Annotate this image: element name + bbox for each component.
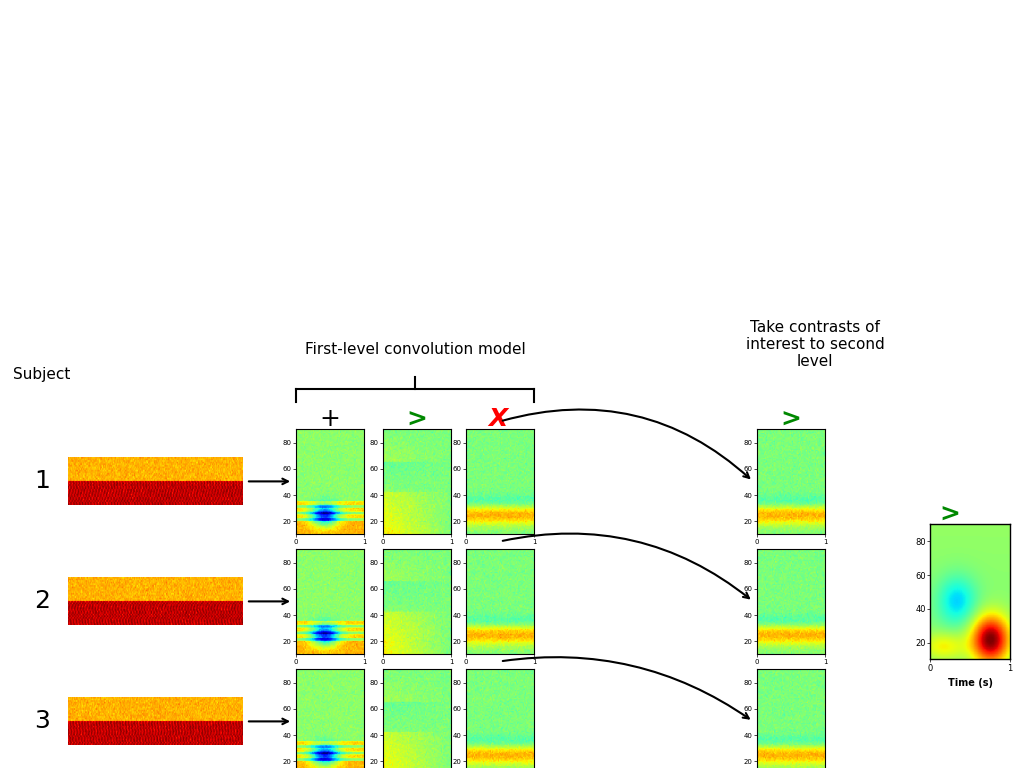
Text: >: > [780, 407, 802, 432]
Text: First-level convolution model: First-level convolution model [304, 342, 525, 357]
Text: 1: 1 [34, 469, 50, 493]
Text: 3: 3 [34, 710, 50, 733]
Text: 2: 2 [34, 589, 50, 614]
Text: X: X [488, 407, 508, 432]
X-axis label: Time (s): Time (s) [947, 678, 992, 688]
Text: +: + [319, 407, 340, 432]
Text: Subject: Subject [13, 367, 71, 382]
Text: Take contrasts of
interest to second
level: Take contrasts of interest to second lev… [745, 319, 885, 369]
Text: >: > [940, 502, 961, 526]
Text: Heirarchical model analysis: Heirarchical model analysis [51, 57, 624, 99]
Text: >: > [407, 407, 427, 432]
